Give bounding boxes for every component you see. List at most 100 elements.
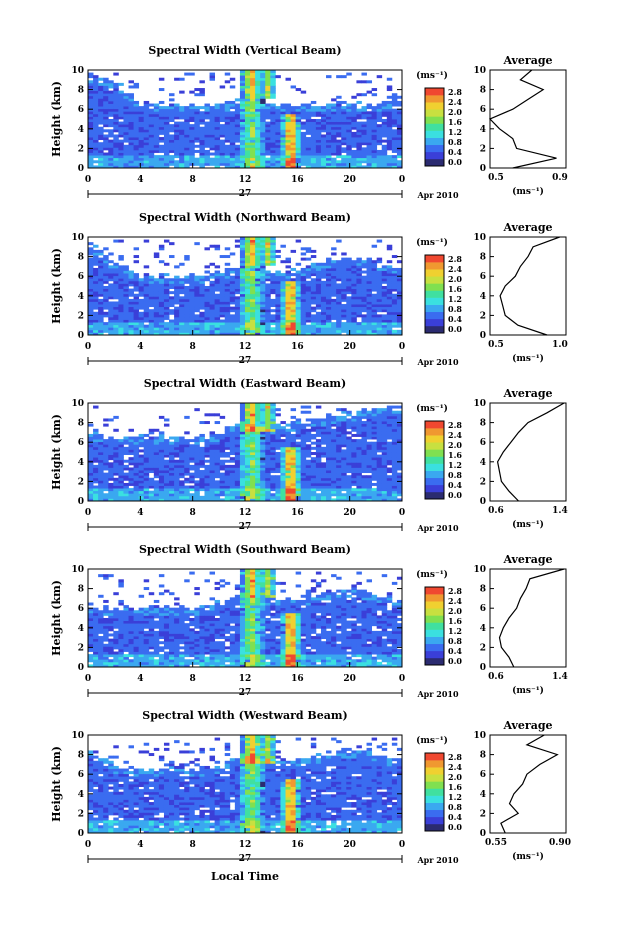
heatmap-cell — [301, 109, 306, 112]
heatmap-cell — [144, 289, 149, 292]
heatmap-cell — [174, 322, 179, 325]
heatmap-cell — [93, 132, 98, 135]
heatmap-cell — [225, 114, 230, 117]
heatmap-cell — [367, 276, 372, 279]
heatmap-cell — [139, 111, 144, 114]
heatmap-cell — [240, 439, 245, 442]
heatmap-cell — [164, 150, 169, 153]
heatmap-cell — [265, 493, 270, 496]
heatmap-cell — [270, 330, 275, 333]
heatmap-cell — [189, 150, 194, 153]
heatmap-cell — [159, 491, 164, 494]
heatmap-cell — [204, 452, 209, 455]
heatmap-cell — [210, 263, 215, 266]
heatmap-cell — [265, 111, 270, 114]
heatmap-cell — [311, 134, 316, 137]
heatmap-cell — [139, 465, 144, 468]
heatmap-cell — [382, 132, 387, 135]
heatmap-cell — [260, 150, 265, 153]
heatmap-cell — [311, 119, 316, 122]
heatmap-cell — [336, 462, 341, 465]
heatmap-cell — [118, 91, 123, 94]
heatmap-cell — [392, 101, 397, 104]
heatmap-cell — [377, 240, 382, 243]
heatmap-cell — [230, 289, 235, 292]
heatmap-cell — [387, 122, 392, 125]
heatmap-cell — [331, 283, 336, 286]
heatmap-cell — [220, 325, 225, 328]
heatmap-cell — [265, 431, 270, 434]
heatmap-cell — [134, 247, 139, 250]
heatmap-cell — [129, 444, 134, 447]
heatmap-cell — [245, 429, 250, 432]
heatmap-cell — [351, 265, 356, 268]
heatmap-cell — [118, 467, 123, 470]
heatmap-cell — [280, 434, 285, 437]
heatmap-cell — [387, 142, 392, 145]
heatmap-cell — [291, 330, 296, 333]
heatmap-cell — [154, 122, 159, 125]
heatmap-cell — [275, 312, 280, 315]
heatmap-cell — [108, 286, 113, 289]
heatmap-cell — [184, 134, 189, 137]
heatmap-cell — [296, 134, 301, 137]
heatmap-cell — [255, 314, 260, 317]
heatmap-cell — [164, 307, 169, 310]
heatmap-cell — [123, 134, 128, 137]
heatmap-cell — [250, 260, 255, 263]
heatmap-cell — [129, 488, 134, 491]
heatmap-cell — [230, 434, 235, 437]
x-tick-label: 16 — [291, 342, 304, 352]
heatmap-cell — [134, 447, 139, 450]
heatmap-cell — [199, 150, 204, 153]
heatmap-cell — [321, 486, 326, 489]
heatmap-cell — [341, 294, 346, 297]
heatmap-cell — [260, 134, 265, 137]
heatmap-cell — [159, 431, 164, 434]
heatmap-cell — [392, 271, 397, 274]
heatmap-cell — [123, 281, 128, 284]
heatmap-cell — [250, 418, 255, 421]
heatmap-cell — [265, 301, 270, 304]
heatmap-cell — [149, 291, 154, 294]
heatmap-cell — [270, 150, 275, 153]
heatmap-cell — [154, 327, 159, 330]
heatmap-cell — [306, 475, 311, 478]
heatmap-cell — [296, 142, 301, 145]
heatmap-cell — [154, 452, 159, 455]
heatmap-cell — [184, 307, 189, 310]
heatmap-cell — [245, 104, 250, 107]
profile-x-label: (ms⁻¹) — [512, 186, 544, 197]
heatmap-cell — [286, 439, 291, 442]
heatmap-cell — [123, 163, 128, 166]
heatmap-cell — [93, 286, 98, 289]
heatmap-cell — [149, 299, 154, 302]
heatmap-cell — [144, 491, 149, 494]
heatmap-cell — [154, 493, 159, 496]
heatmap-cell — [250, 406, 255, 409]
heatmap-cell — [331, 127, 336, 130]
heatmap-cell — [250, 286, 255, 289]
heatmap-cell — [93, 250, 98, 253]
heatmap-cell — [235, 109, 240, 112]
heatmap-cell — [164, 301, 169, 304]
heatmap-cell — [174, 286, 179, 289]
heatmap-cell — [372, 312, 377, 315]
heatmap-cell — [255, 291, 260, 294]
heatmap-cell — [367, 263, 372, 266]
heatmap-cell — [382, 317, 387, 320]
heatmap-cell — [270, 437, 275, 440]
heatmap-cell — [134, 465, 139, 468]
heatmap-cell — [265, 242, 270, 245]
heatmap-cell — [139, 122, 144, 125]
heatmap-cell — [286, 486, 291, 489]
heatmap-cell — [108, 325, 113, 328]
heatmap-cell — [123, 294, 128, 297]
heatmap-cell — [129, 449, 134, 452]
heatmap-cell — [154, 437, 159, 440]
heatmap-cell — [93, 83, 98, 86]
heatmap-cell — [169, 327, 174, 330]
heatmap-cell — [326, 444, 331, 447]
heatmap-cell — [306, 124, 311, 127]
heatmap-cell — [306, 132, 311, 135]
